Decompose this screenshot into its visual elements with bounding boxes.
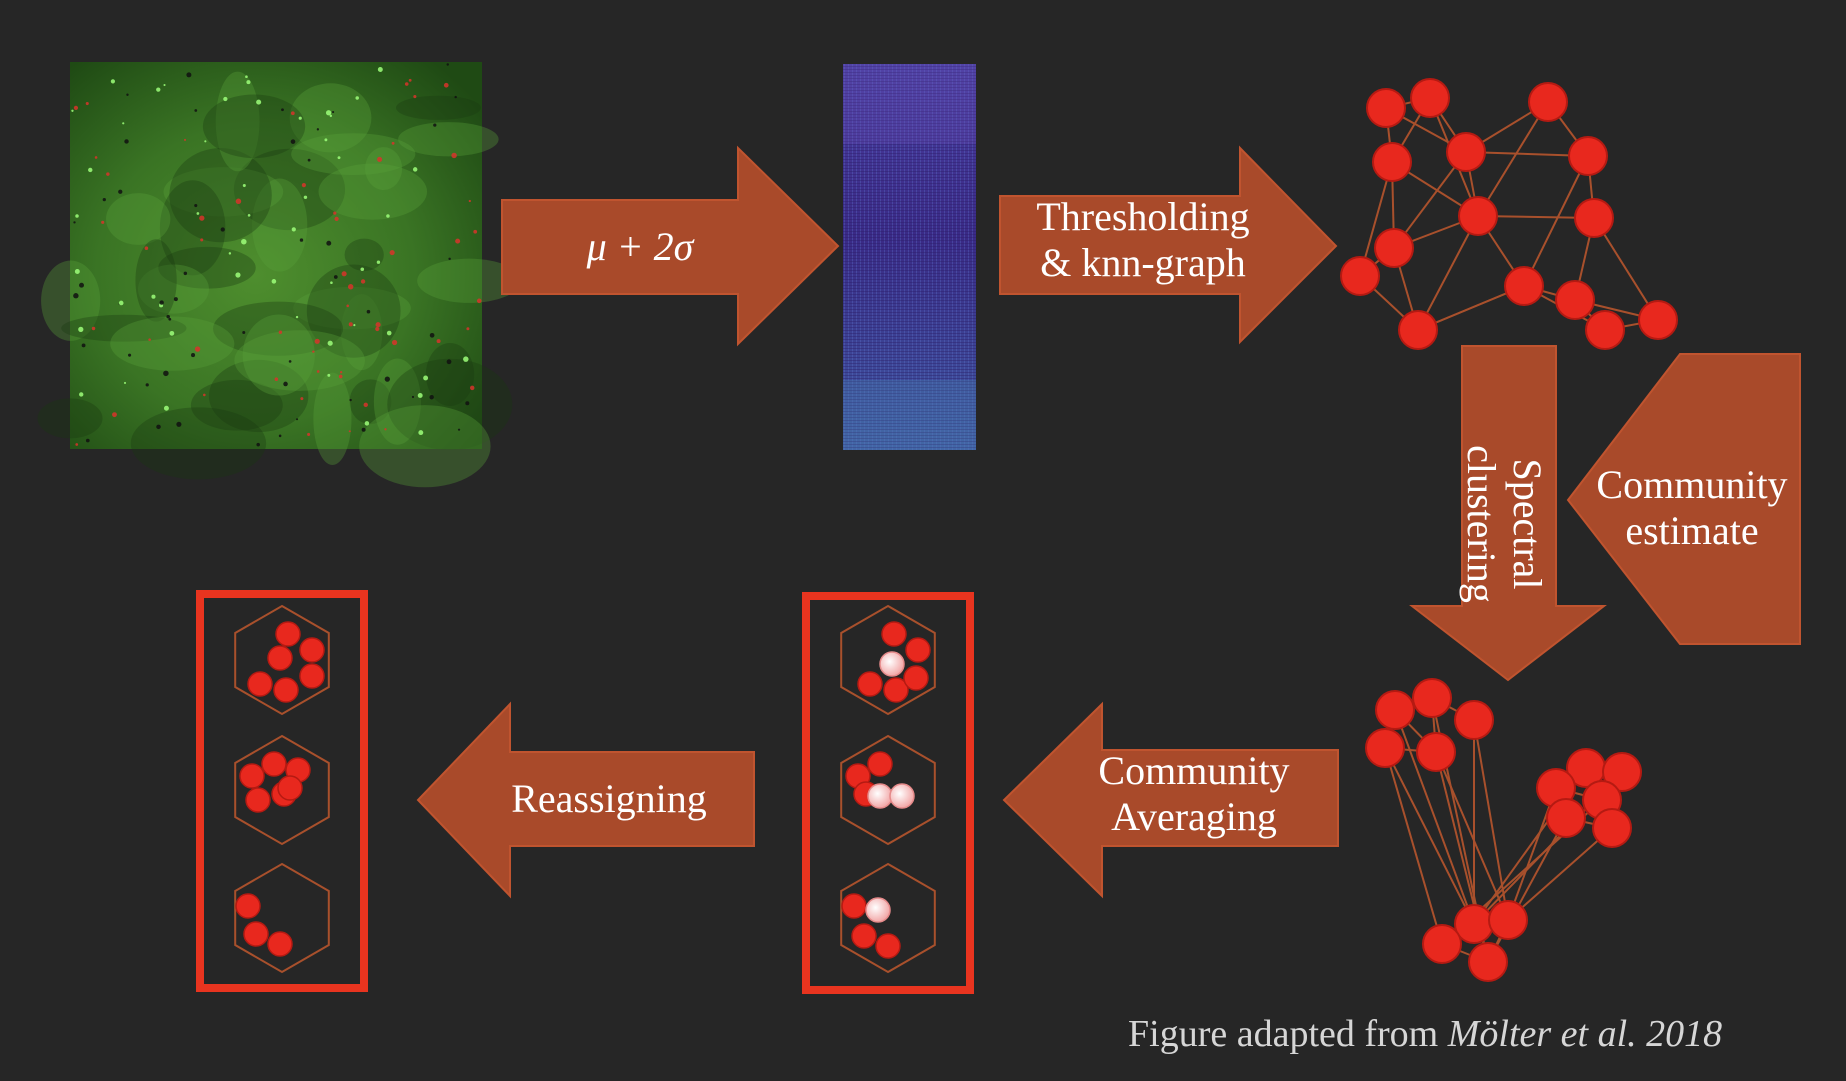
community-node: [261, 751, 287, 777]
spectral-clustering-arrow: [1409, 345, 1607, 682]
community-averaging-line2: Averaging: [1111, 794, 1277, 839]
graph-node: [1412, 678, 1452, 718]
calcium-imaging-image: [37, 62, 522, 488]
threshold-arrow: [501, 145, 840, 347]
graph-node: [1488, 900, 1528, 940]
community-averaging-arrow: [1002, 701, 1339, 899]
community-node: [905, 637, 931, 663]
averaged-node: [879, 651, 905, 677]
community-averaging-line1: Community: [1098, 748, 1290, 793]
community-hexagon: [840, 862, 936, 974]
graph-node: [1365, 728, 1405, 768]
graph-node: [1340, 256, 1380, 296]
clustered-graph-icon: [1365, 678, 1642, 982]
graph-node: [1528, 82, 1568, 122]
graph-node: [1374, 228, 1414, 268]
graph-node: [1638, 300, 1678, 340]
caption-prefix: Figure adapted from: [1128, 1013, 1448, 1055]
community-node: [883, 677, 909, 703]
community-node: [235, 893, 261, 919]
graph-node: [1574, 198, 1614, 238]
knn-graph-icon: [1340, 78, 1678, 350]
community-node: [243, 921, 269, 947]
community-hexagon: [840, 734, 936, 846]
community-node: [277, 775, 303, 801]
community-hexagon: [234, 734, 330, 846]
graph-node: [1422, 924, 1462, 964]
community-node: [239, 763, 265, 789]
averaged-node: [865, 897, 891, 923]
community-node: [267, 931, 293, 957]
community-hexagon: [234, 604, 330, 716]
community-node: [857, 671, 883, 697]
reassigning-label: Reassigning: [511, 776, 707, 821]
graph-node: [1602, 752, 1642, 792]
community-node: [867, 751, 893, 777]
community-averaging-label: Community Averaging: [1064, 748, 1324, 840]
graph-node: [1504, 266, 1544, 306]
correlation-matrix-image: [843, 64, 976, 450]
community-node: [851, 923, 877, 949]
community-node: [841, 893, 867, 919]
figure-caption: Figure adapted from Mölter et al. 2018: [1128, 1012, 1722, 1056]
graph-node: [1375, 690, 1415, 730]
graph-node: [1568, 136, 1608, 176]
threshold-formula-label: μ + 2σ: [586, 224, 694, 269]
graph-node: [1458, 196, 1498, 236]
community-node: [299, 663, 325, 689]
spectral-clustering-line2: clustering: [1459, 445, 1504, 603]
spectral-clustering-line1: Spectral: [1505, 458, 1550, 590]
community-node: [881, 621, 907, 647]
community-node: [247, 671, 273, 697]
community-hexagon: [840, 604, 936, 716]
community-estimate-label: Community estimate: [1572, 462, 1812, 554]
graph-node: [1416, 732, 1456, 772]
community-estimate-line2: estimate: [1625, 508, 1759, 553]
community-estimate-line1: Community: [1596, 462, 1788, 507]
averaged-communities-icon: [802, 592, 974, 994]
community-node: [299, 637, 325, 663]
spectral-clustering-label: Spectral clustering: [1458, 424, 1550, 624]
averaged-node: [867, 783, 893, 809]
community-node: [267, 645, 293, 671]
thresholding-label-line1: Thresholding: [1036, 194, 1250, 239]
community-node: [275, 621, 301, 647]
community-node: [245, 787, 271, 813]
graph-node: [1366, 88, 1406, 128]
community-node: [875, 933, 901, 959]
community-estimate-arrow: [1566, 353, 1801, 645]
graph-node: [1546, 798, 1586, 838]
averaged-node: [889, 783, 915, 809]
community-node: [273, 677, 299, 703]
graph-node: [1468, 942, 1508, 982]
thresholding-label-line2: & knn-graph: [1040, 240, 1246, 285]
graph-node: [1585, 310, 1625, 350]
graph-node: [1372, 142, 1412, 182]
graph-node: [1398, 310, 1438, 350]
community-node: [903, 665, 929, 691]
thresholding-arrow: [999, 145, 1338, 345]
graph-node: [1446, 132, 1486, 172]
graph-node: [1555, 280, 1595, 320]
community-hexagon: [234, 862, 330, 974]
reassigned-communities-icon: [196, 590, 368, 992]
graph-node: [1592, 808, 1632, 848]
graph-node: [1454, 700, 1494, 740]
reassigning-arrow: [416, 701, 755, 899]
caption-citation: Mölter et al. 2018: [1447, 1013, 1723, 1055]
graph-node: [1410, 78, 1450, 118]
thresholding-label: Thresholding & knn-graph: [1008, 194, 1278, 286]
